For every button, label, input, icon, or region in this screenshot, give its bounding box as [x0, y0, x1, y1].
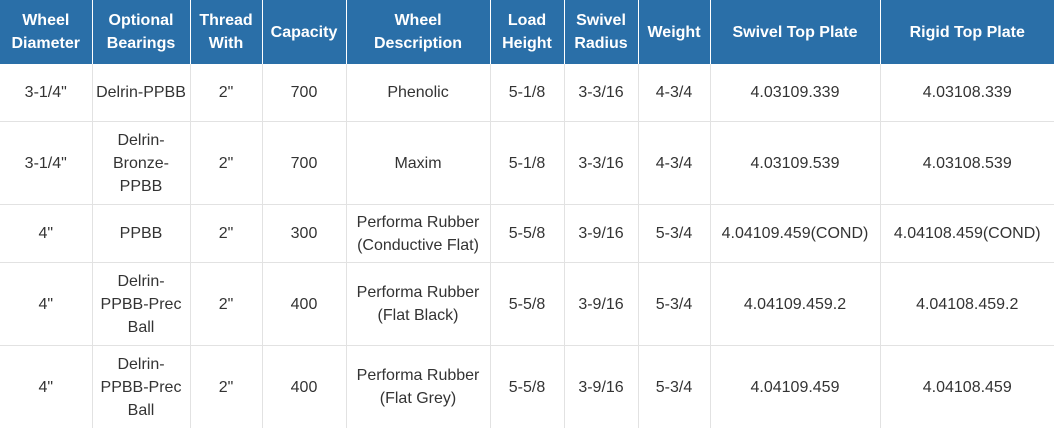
- header-optional-bearings: Optional Bearings: [92, 0, 191, 64]
- cell-thread-with: 2": [190, 262, 263, 346]
- cell-swivel-radius: 3-3/16: [564, 64, 639, 122]
- cell-wheel-description: Performa Rubber (Flat Black): [346, 262, 491, 346]
- cell-weight: 4-3/4: [638, 64, 711, 122]
- cell-optional-bearings: Delrin-PPBB-Prec Ball: [92, 262, 191, 346]
- cell-rigid-top-plate: 4.04108.459: [880, 345, 1054, 428]
- cell-optional-bearings: Delrin-PPBB: [92, 64, 191, 122]
- cell-load-height: 5-5/8: [490, 204, 565, 263]
- table-row: 4" Delrin-PPBB-Prec Ball 2" 400 Performa…: [0, 345, 1054, 428]
- cell-load-height: 5-1/8: [490, 64, 565, 122]
- cell-wheel-diameter: 4": [0, 345, 93, 428]
- header-thread-with: Thread With: [190, 0, 263, 64]
- cell-swivel-top-plate: 4.04109.459: [710, 345, 881, 428]
- cell-wheel-diameter: 4": [0, 204, 93, 263]
- cell-swivel-top-plate: 4.04109.459(COND): [710, 204, 881, 263]
- cell-optional-bearings: PPBB: [92, 204, 191, 263]
- cell-weight: 5-3/4: [638, 345, 711, 428]
- header-swivel-top-plate: Swivel Top Plate: [710, 0, 881, 64]
- cell-capacity: 400: [262, 345, 347, 428]
- header-swivel-radius: Swivel Radius: [564, 0, 639, 64]
- cell-capacity: 700: [262, 64, 347, 122]
- table-row: 3-1/4" Delrin-PPBB 2" 700 Phenolic 5-1/8…: [0, 64, 1054, 122]
- cell-optional-bearings: Delrin-PPBB-Prec Ball: [92, 345, 191, 428]
- cell-wheel-description: Performa Rubber (Flat Grey): [346, 345, 491, 428]
- cell-wheel-diameter: 3-1/4": [0, 64, 93, 122]
- cell-thread-with: 2": [190, 64, 263, 122]
- cell-wheel-diameter: 3-1/4": [0, 121, 93, 205]
- header-capacity: Capacity: [262, 0, 347, 64]
- header-weight: Weight: [638, 0, 711, 64]
- cell-wheel-description: Performa Rubber (Conductive Flat): [346, 204, 491, 263]
- cell-rigid-top-plate: 4.04108.459(COND): [880, 204, 1054, 263]
- cell-wheel-diameter: 4": [0, 262, 93, 346]
- table-row: 4" PPBB 2" 300 Performa Rubber (Conducti…: [0, 204, 1054, 263]
- cell-load-height: 5-5/8: [490, 262, 565, 346]
- cell-swivel-top-plate: 4.03109.539: [710, 121, 881, 205]
- cell-weight: 4-3/4: [638, 121, 711, 205]
- cell-swivel-radius: 3-9/16: [564, 345, 639, 428]
- cell-swivel-radius: 3-9/16: [564, 204, 639, 263]
- header-load-height: Load Height: [490, 0, 565, 64]
- cell-thread-with: 2": [190, 345, 263, 428]
- cell-capacity: 300: [262, 204, 347, 263]
- cell-rigid-top-plate: 4.03108.339: [880, 64, 1054, 122]
- cell-swivel-top-plate: 4.04109.459.2: [710, 262, 881, 346]
- cell-load-height: 5-5/8: [490, 345, 565, 428]
- header-row: Wheel Diameter Optional Bearings Thread …: [0, 0, 1054, 64]
- cell-wheel-description: Maxim: [346, 121, 491, 205]
- table-row: 3-1/4" Delrin-Bronze-PPBB 2" 700 Maxim 5…: [0, 121, 1054, 205]
- cell-swivel-radius: 3-9/16: [564, 262, 639, 346]
- cell-load-height: 5-1/8: [490, 121, 565, 205]
- cell-thread-with: 2": [190, 204, 263, 263]
- header-wheel-diameter: Wheel Diameter: [0, 0, 93, 64]
- cell-rigid-top-plate: 4.03108.539: [880, 121, 1054, 205]
- cell-swivel-top-plate: 4.03109.339: [710, 64, 881, 122]
- cell-thread-with: 2": [190, 121, 263, 205]
- header-rigid-top-plate: Rigid Top Plate: [880, 0, 1054, 64]
- cell-swivel-radius: 3-3/16: [564, 121, 639, 205]
- cell-weight: 5-3/4: [638, 262, 711, 346]
- header-wheel-description: Wheel Description: [346, 0, 491, 64]
- table-row: 4" Delrin-PPBB-Prec Ball 2" 400 Performa…: [0, 262, 1054, 346]
- cell-rigid-top-plate: 4.04108.459.2: [880, 262, 1054, 346]
- cell-weight: 5-3/4: [638, 204, 711, 263]
- cell-wheel-description: Phenolic: [346, 64, 491, 122]
- cell-optional-bearings: Delrin-Bronze-PPBB: [92, 121, 191, 205]
- cell-capacity: 400: [262, 262, 347, 346]
- cell-capacity: 700: [262, 121, 347, 205]
